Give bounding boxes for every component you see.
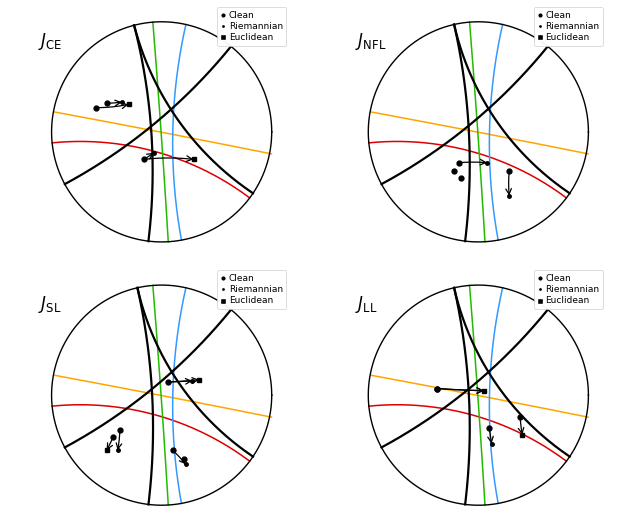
Text: $J_{\mathrm{LL}}$: $J_{\mathrm{LL}}$ [355,294,378,315]
Legend: Clean, Riemannian, Euclidean: Clean, Riemannian, Euclidean [217,7,287,46]
Text: $J_{\mathrm{NFL}}$: $J_{\mathrm{NFL}}$ [355,31,387,52]
Legend: Clean, Riemannian, Euclidean: Clean, Riemannian, Euclidean [217,270,287,309]
Text: $J_{\mathrm{CE}}$: $J_{\mathrm{CE}}$ [38,31,63,52]
Legend: Clean, Riemannian, Euclidean: Clean, Riemannian, Euclidean [534,7,603,46]
Legend: Clean, Riemannian, Euclidean: Clean, Riemannian, Euclidean [534,270,603,309]
Text: $J_{\mathrm{SL}}$: $J_{\mathrm{SL}}$ [38,294,61,315]
